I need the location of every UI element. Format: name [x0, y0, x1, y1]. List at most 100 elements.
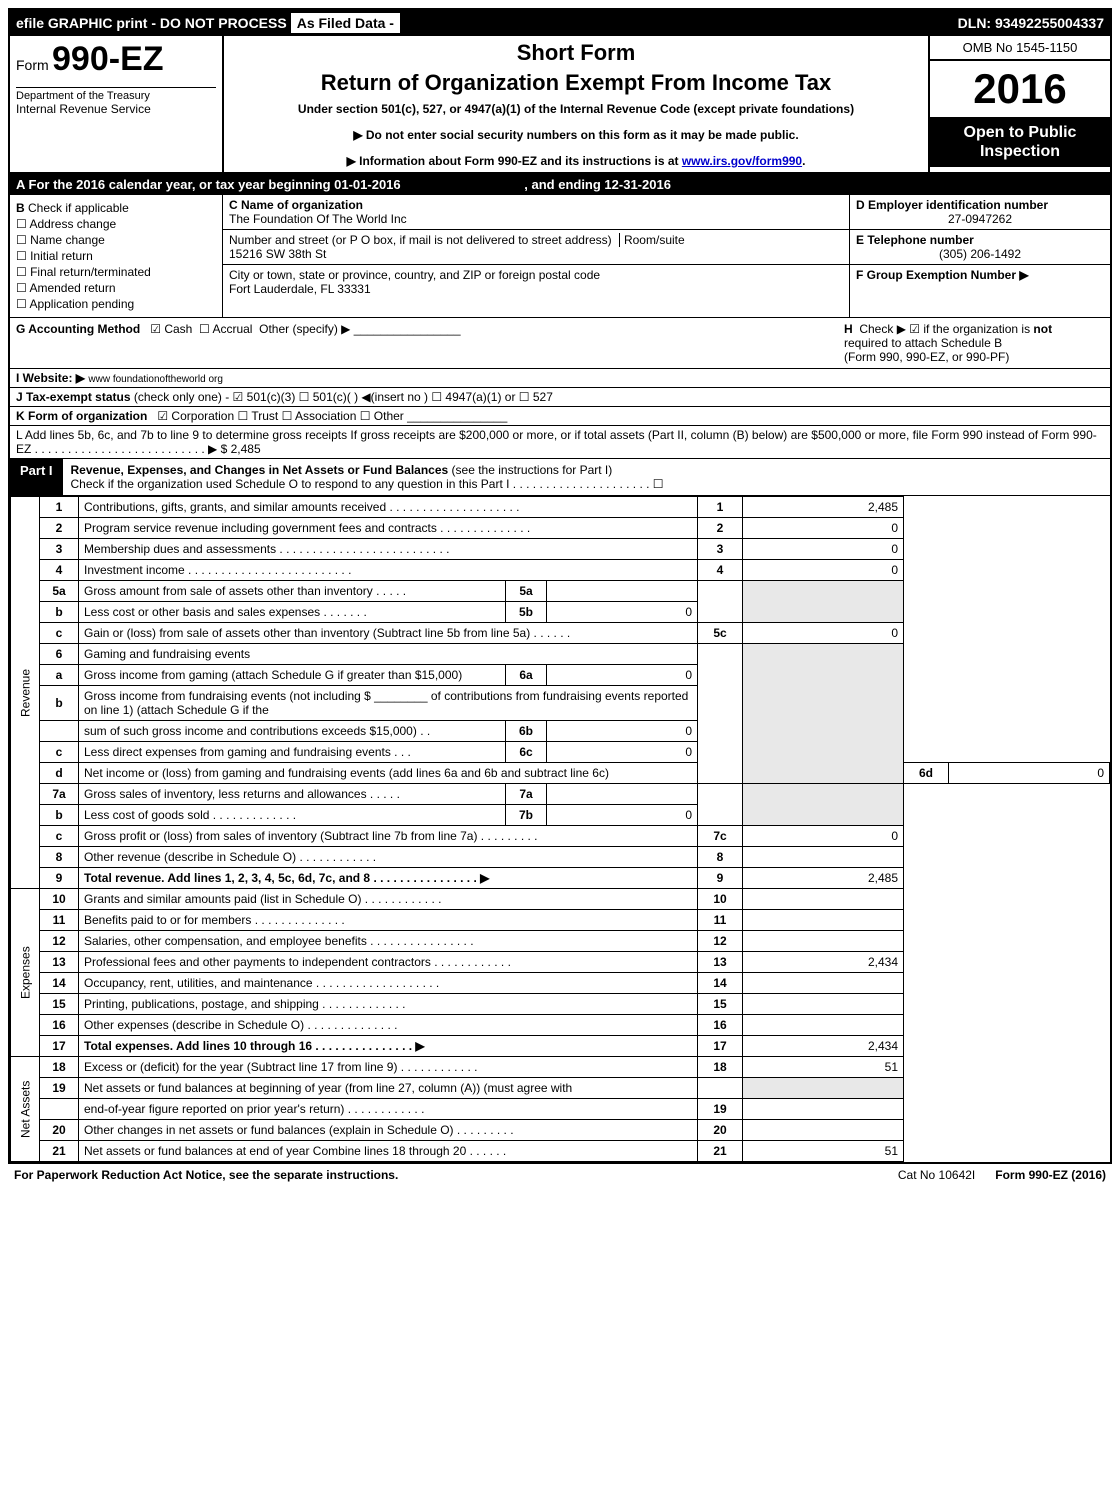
b-label: B — [16, 201, 25, 215]
section-a-text: A For the 2016 calendar year, or tax yea… — [16, 177, 401, 192]
org-name: The Foundation Of The World Inc — [229, 212, 407, 226]
section-a-ending: , and ending 12-31-2016 — [524, 177, 671, 192]
revenue-label: Revenue — [11, 497, 40, 889]
section-c: C Name of organization The Foundation Of… — [223, 195, 849, 317]
line-17: 17Total expenses. Add lines 10 through 1… — [11, 1036, 1110, 1057]
cat-no: Cat No 10642I — [878, 1168, 995, 1182]
line-5c: cGain or (loss) from sale of assets othe… — [11, 623, 1110, 644]
line-5a: 5aGross amount from sale of assets other… — [11, 581, 1110, 602]
cb-accrual[interactable]: ☐ Accrual — [199, 322, 252, 336]
info-blurb: ▶ Information about Form 990-EZ and its … — [232, 154, 920, 168]
irs-link[interactable]: www.irs.gov/form990 — [682, 154, 802, 168]
short-form-title: Short Form — [232, 40, 920, 66]
line-6: 6Gaming and fundraising events — [11, 644, 1110, 665]
other-specify: Other (specify) ▶ — [259, 322, 350, 336]
info-text: ▶ Information about Form 990-EZ and its … — [347, 154, 682, 168]
cb-amended[interactable]: ☐ Amended return — [16, 281, 216, 295]
tax-year: 2016 — [930, 61, 1110, 117]
ein-value: 27-0947262 — [856, 212, 1104, 226]
footer: For Paperwork Reduction Act Notice, see … — [8, 1164, 1112, 1186]
j-label: J Tax-exempt status — [16, 390, 131, 404]
l-text: L Add lines 5b, 6c, and 7b to line 9 to … — [16, 428, 1104, 456]
section-def: D Employer identification number 27-0947… — [849, 195, 1110, 317]
line-6b-1: b Gross income from fundraising events (… — [11, 686, 1110, 721]
c-street: Number and street (or P O box, if mail i… — [223, 230, 849, 265]
lines-table: Revenue 1Contributions, gifts, grants, a… — [10, 496, 1110, 1162]
city-value: Fort Lauderdale, FL 33331 — [229, 282, 371, 296]
line-9: 9Total revenue. Add lines 1, 2, 3, 4, 5c… — [11, 868, 1110, 889]
part-i-header: Part I Revenue, Expenses, and Changes in… — [10, 459, 1110, 496]
ssn-warning: ▶ Do not enter social security numbers o… — [232, 128, 920, 142]
cb-address[interactable]: ☐ Address change — [16, 217, 216, 231]
line-7b: bLess cost of goods sold . . . . . . . .… — [11, 805, 1110, 826]
section-h: H Check ▶ ☑ if the organization is not r… — [838, 322, 1104, 364]
line-10: Expenses 10Grants and similar amounts pa… — [11, 889, 1110, 910]
line-7a: 7aGross sales of inventory, less returns… — [11, 784, 1110, 805]
header-right: OMB No 1545-1150 2016 Open to Public Ins… — [928, 36, 1110, 172]
b-check-label: Check if applicable — [28, 201, 129, 215]
line-2: 2Program service revenue including gover… — [11, 518, 1110, 539]
header-left: Form 990-EZ Department of the Treasury I… — [10, 36, 224, 172]
cb-final[interactable]: ☐ Final return/terminated — [16, 265, 216, 279]
e-phone: E Telephone number (305) 206-1492 — [850, 230, 1110, 265]
line-7c: cGross profit or (loss) from sales of in… — [11, 826, 1110, 847]
c-org-name: C Name of organization The Foundation Of… — [223, 195, 849, 230]
line-14: 14Occupancy, rent, utilities, and mainte… — [11, 973, 1110, 994]
line-18: Net Assets 18Excess or (deficit) for the… — [11, 1057, 1110, 1078]
cb-initial[interactable]: ☐ Initial return — [16, 249, 216, 263]
line-19a: 19Net assets or fund balances at beginni… — [11, 1078, 1110, 1099]
line-11: 11Benefits paid to or for members . . . … — [11, 910, 1110, 931]
pra-notice: For Paperwork Reduction Act Notice, see … — [14, 1168, 878, 1182]
omb-number: OMB No 1545-1150 — [930, 36, 1110, 61]
line-4: 4Investment income . . . . . . . . . . .… — [11, 560, 1110, 581]
line-6b-2: sum of such gross income and contributio… — [11, 721, 1110, 742]
expenses-label: Expenses — [11, 889, 40, 1057]
form-prefix: Form — [16, 57, 49, 73]
row-gh: G Accounting Method ☑ Cash ☐ Accrual Oth… — [10, 318, 1110, 369]
as-filed-badge: As Filed Data - — [291, 13, 400, 33]
website-value: www foundationoftheworld org — [88, 374, 223, 385]
efile-notice: efile GRAPHIC print - DO NOT PROCESS — [16, 15, 287, 31]
header-mid: Short Form Return of Organization Exempt… — [224, 36, 928, 172]
j-text: (check only one) - ☑ 501(c)(3) ☐ 501(c)(… — [134, 390, 553, 404]
row-bcd: B Check if applicable ☐ Address change ☐… — [10, 195, 1110, 318]
k-text: ☑ Corporation ☐ Trust ☐ Association ☐ Ot… — [157, 409, 403, 423]
part-sub: Check if the organization used Schedule … — [71, 477, 1102, 491]
irs-label: Internal Revenue Service — [16, 102, 216, 116]
dept-treasury: Department of the Treasury — [16, 87, 216, 102]
form-ref: Form 990-EZ (2016) — [995, 1168, 1106, 1182]
d-ein: D Employer identification number 27-0947… — [850, 195, 1110, 230]
phone-value: (305) 206-1492 — [856, 247, 1104, 261]
line-3: 3Membership dues and assessments . . . .… — [11, 539, 1110, 560]
i-label: I Website: ▶ — [16, 371, 85, 385]
line-5b: bLess cost or other basis and sales expe… — [11, 602, 1110, 623]
f-group: F Group Exemption Number ▶ — [850, 265, 1110, 285]
row-i: I Website: ▶ www foundationoftheworld or… — [10, 369, 1110, 388]
row-k: K Form of organization ☑ Corporation ☐ T… — [10, 407, 1110, 426]
section-g: G Accounting Method ☑ Cash ☐ Accrual Oth… — [16, 322, 838, 364]
line-13: 13Professional fees and other payments t… — [11, 952, 1110, 973]
main-title: Return of Organization Exempt From Incom… — [232, 70, 920, 96]
form-container: efile GRAPHIC print - DO NOT PROCESS As … — [8, 8, 1112, 1164]
cb-cash[interactable]: ☑ Cash — [150, 322, 192, 336]
netassets-label: Net Assets — [11, 1057, 40, 1162]
cb-pending[interactable]: ☐ Application pending — [16, 297, 216, 311]
line-16: 16Other expenses (describe in Schedule O… — [11, 1015, 1110, 1036]
line-12: 12Salaries, other compensation, and empl… — [11, 931, 1110, 952]
part-tab: Part I — [10, 459, 63, 495]
row-j: J Tax-exempt status (check only one) - ☑… — [10, 388, 1110, 407]
part-title: Revenue, Expenses, and Changes in Net As… — [63, 459, 1110, 495]
top-black-bar: efile GRAPHIC print - DO NOT PROCESS As … — [10, 10, 1110, 36]
line-21: 21Net assets or fund balances at end of … — [11, 1141, 1110, 1162]
line-6d: dNet income or (loss) from gaming and fu… — [11, 763, 1110, 784]
line-19b: end-of-year figure reported on prior yea… — [11, 1099, 1110, 1120]
street-value: 15216 SW 38th St — [229, 247, 326, 261]
line-8: 8Other revenue (describe in Schedule O) … — [11, 847, 1110, 868]
c-city: City or town, state or province, country… — [223, 265, 849, 299]
subtitle: Under section 501(c), 527, or 4947(a)(1)… — [232, 102, 920, 116]
cb-name[interactable]: ☐ Name change — [16, 233, 216, 247]
line-1: Revenue 1Contributions, gifts, grants, a… — [11, 497, 1110, 518]
section-a-bar: A For the 2016 calendar year, or tax yea… — [10, 174, 1110, 195]
dln-number: DLN: 93492255004337 — [958, 15, 1104, 31]
line-20: 20Other changes in net assets or fund ba… — [11, 1120, 1110, 1141]
